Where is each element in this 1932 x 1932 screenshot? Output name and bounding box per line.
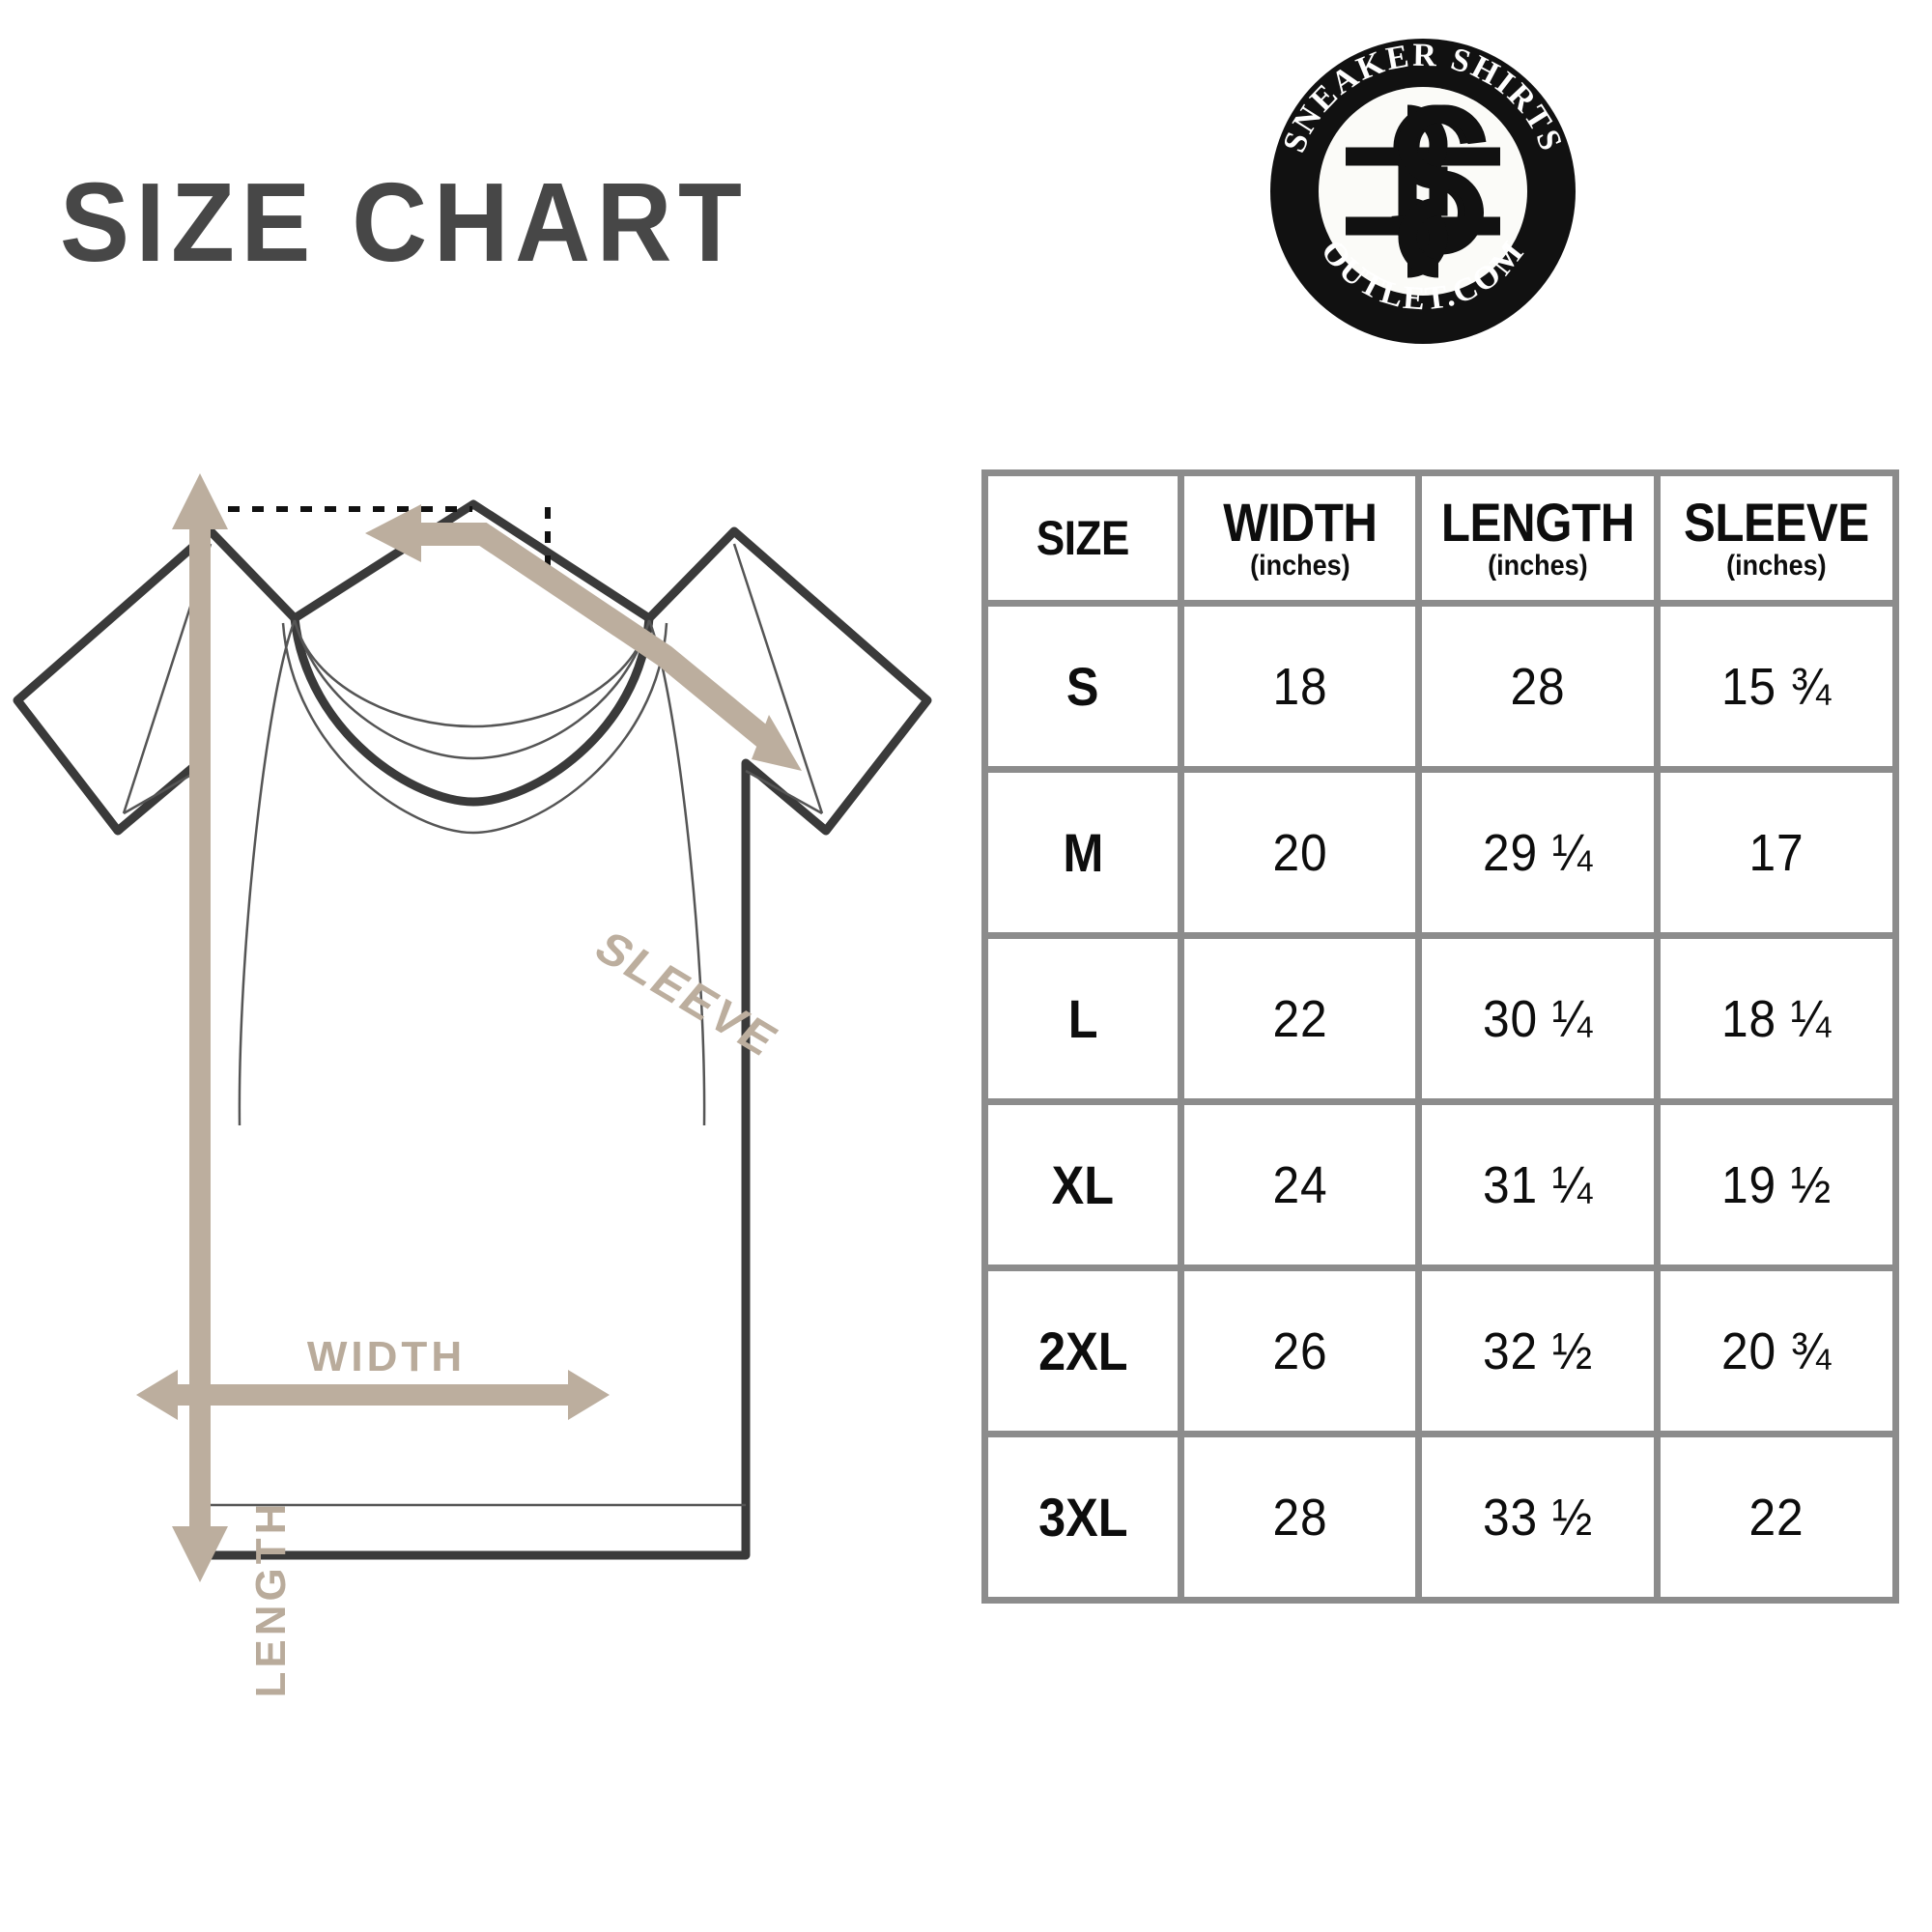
width-label: WIDTH (306, 1333, 467, 1380)
sleeve-value: 20 ¾ (1721, 1321, 1833, 1380)
cell-width: 22 (1183, 939, 1423, 1105)
cell-size: L (981, 939, 1184, 1105)
table-header-row: SIZE WIDTH (inches) LENGTH (inches) SLEE… (981, 469, 1899, 607)
width-value: 28 (1272, 1488, 1328, 1547)
cell-width: 26 (1183, 1271, 1423, 1437)
page-title: SIZE CHART (60, 159, 749, 285)
table-row: L 22 30 ¼ 18 ¼ (981, 939, 1899, 1105)
cell-length: 28 (1422, 607, 1662, 773)
length-value: 31 ¼ (1483, 1155, 1594, 1214)
table-row: M 20 29 ¼ 17 (981, 773, 1899, 939)
column-header-sleeve: SLEEVE (inches) (1661, 469, 1899, 607)
column-header-width-label: WIDTH (1222, 492, 1378, 554)
table-row: 2XL 26 32 ½ 20 ¾ (981, 1271, 1899, 1437)
cell-sleeve: 18 ¼ (1661, 939, 1899, 1105)
length-value: 32 ½ (1483, 1321, 1594, 1380)
cell-width: 24 (1183, 1105, 1423, 1271)
size-value: 3XL (1037, 1487, 1128, 1548)
cell-sleeve: 19 ½ (1661, 1105, 1899, 1271)
sleeve-value: 22 (1748, 1488, 1804, 1547)
cell-sleeve: 17 (1661, 773, 1899, 939)
sleeve-value: 17 (1748, 823, 1804, 882)
column-header-size-label: SIZE (1036, 510, 1129, 565)
cell-size: XL (981, 1105, 1184, 1271)
cell-size: S (981, 607, 1184, 773)
column-header-width-unit: (inches) (1249, 550, 1350, 582)
cell-size: M (981, 773, 1184, 939)
cell-size: 2XL (981, 1271, 1184, 1437)
length-value: 28 (1510, 657, 1566, 716)
width-value: 22 (1272, 989, 1328, 1048)
cell-width: 28 (1183, 1437, 1423, 1604)
table-row: 3XL 28 33 ½ 22 (981, 1437, 1899, 1604)
column-header-length: LENGTH (inches) (1422, 469, 1662, 607)
tshirt-diagram: WIDTH LENGTH SLEEVE (0, 415, 966, 1697)
length-label: LENGTH (247, 1499, 295, 1698)
cell-length: 33 ½ (1422, 1437, 1662, 1604)
column-header-length-label: LENGTH (1441, 492, 1635, 554)
sleeve-value: 15 ¾ (1721, 657, 1833, 716)
cell-width: 18 (1183, 607, 1423, 773)
length-value: 33 ½ (1483, 1488, 1594, 1547)
sleeve-value: 18 ¼ (1721, 989, 1833, 1048)
length-value: 30 ¼ (1483, 989, 1594, 1048)
cell-sleeve: 20 ¾ (1661, 1271, 1899, 1437)
cell-length: 29 ¼ (1422, 773, 1662, 939)
width-value: 26 (1272, 1321, 1328, 1380)
sleeve-value: 19 ½ (1721, 1155, 1833, 1214)
table-row: XL 24 31 ¼ 19 ½ (981, 1105, 1899, 1271)
cell-width: 20 (1183, 773, 1423, 939)
sneaker-shirts-outlet-logo: SNEAKER SHIRTS OUTLET.COM (1263, 31, 1583, 352)
column-header-size: SIZE (981, 469, 1184, 607)
width-value: 18 (1272, 657, 1328, 716)
size-value: M (1062, 822, 1103, 883)
length-value: 29 ¼ (1483, 823, 1594, 882)
table-row: S 18 28 15 ¾ (981, 607, 1899, 773)
cell-sleeve: 22 (1661, 1437, 1899, 1604)
size-value: S (1066, 656, 1099, 717)
column-header-length-unit: (inches) (1488, 550, 1589, 582)
cell-size: 3XL (981, 1437, 1184, 1604)
cell-length: 31 ¼ (1422, 1105, 1662, 1271)
column-header-sleeve-label: SLEEVE (1684, 492, 1870, 554)
column-header-sleeve-unit: (inches) (1726, 550, 1827, 582)
column-header-width: WIDTH (inches) (1183, 469, 1423, 607)
size-value: XL (1051, 1154, 1115, 1215)
width-value: 20 (1272, 823, 1328, 882)
size-value: 2XL (1037, 1321, 1128, 1381)
width-value: 24 (1272, 1155, 1328, 1214)
size-value: L (1067, 988, 1098, 1049)
size-chart-table: SIZE WIDTH (inches) LENGTH (inches) SLEE… (981, 469, 1899, 1604)
cell-sleeve: 15 ¾ (1661, 607, 1899, 773)
cell-length: 30 ¼ (1422, 939, 1662, 1105)
cell-length: 32 ½ (1422, 1271, 1662, 1437)
